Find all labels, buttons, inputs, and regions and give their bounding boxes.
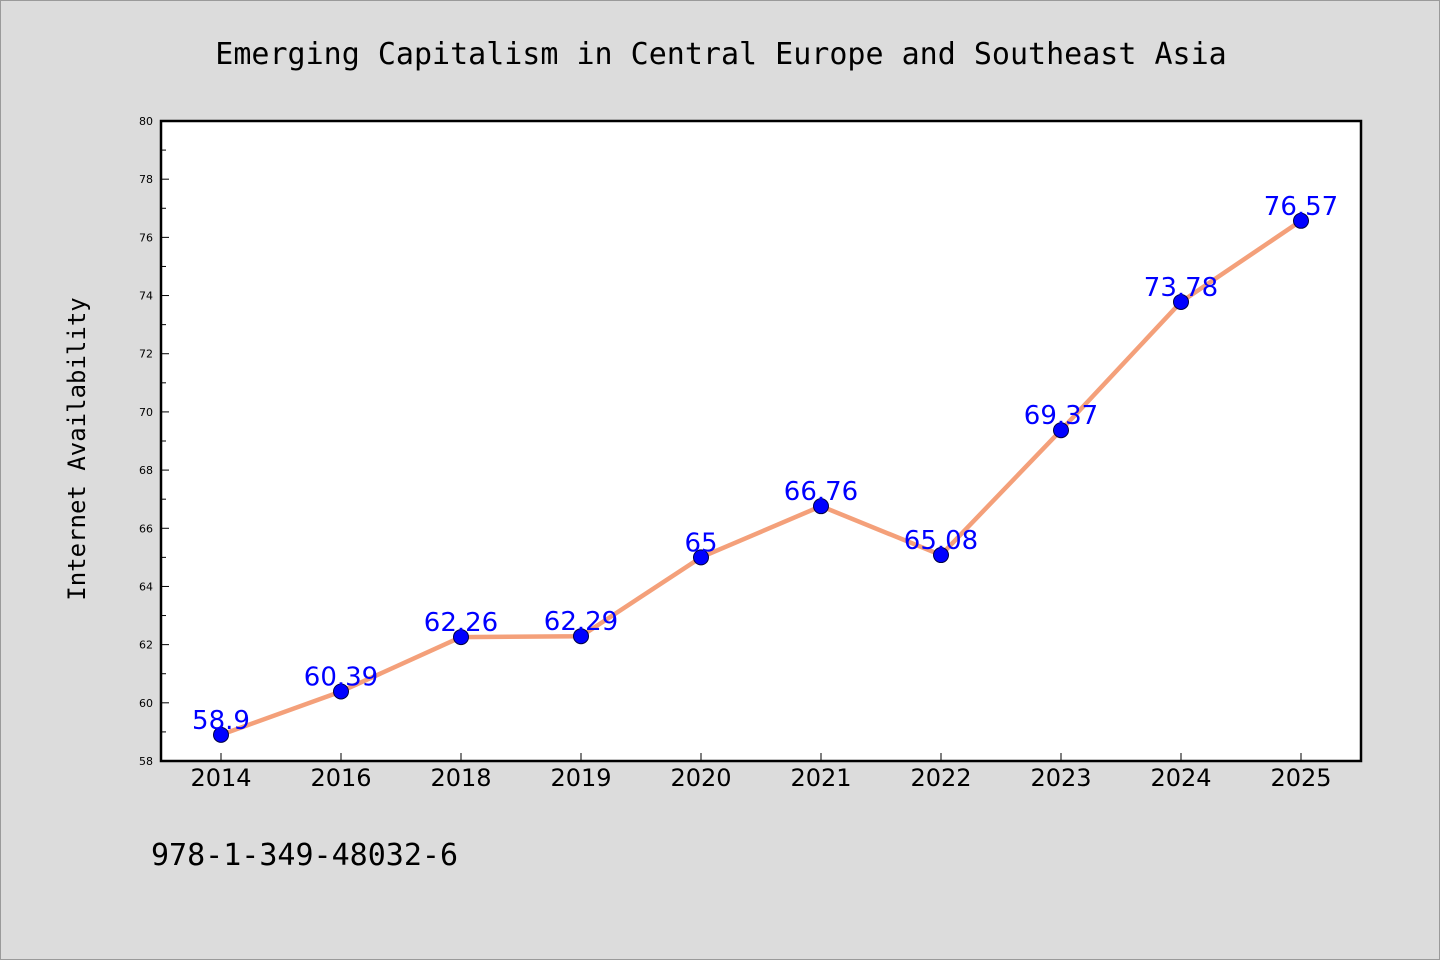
data-point: [1173, 293, 1189, 310]
y-tick-label: 62: [139, 639, 153, 652]
chart-title: Emerging Capitalism in Central Europe an…: [215, 37, 1226, 72]
data-point: [933, 547, 949, 564]
y-tick-label: 70: [139, 406, 153, 419]
x-tick-label: 2022: [910, 764, 971, 792]
x-axis-ticks: 2014 2016 2018 2019 2020 2021 2022 2023 2024 2025: [190, 753, 1332, 792]
x-tick-label: 2024: [1150, 764, 1211, 792]
data-label: 60.39: [304, 662, 378, 692]
y-tick-label: 60: [139, 697, 153, 710]
data-label: 76.57: [1264, 192, 1338, 222]
data-label: 62.29: [544, 607, 618, 637]
data-point: [573, 628, 589, 645]
data-labels: 58.9 60.39 62.26 62.29 65 66.76 65.08 69.37 73.7…: [192, 192, 1338, 736]
x-tick-label: 2014: [190, 764, 251, 792]
y-tick-label: 76: [139, 231, 153, 244]
data-label: 58.9: [192, 706, 250, 736]
y-tick-label: 58: [139, 755, 153, 768]
data-label: 65.08: [904, 526, 978, 556]
data-point: [333, 683, 349, 700]
x-tick-label: 2019: [550, 764, 611, 792]
y-tick-label: 74: [139, 290, 153, 303]
data-point: [1053, 422, 1069, 439]
data-point: [213, 726, 229, 743]
data-point: [813, 498, 829, 515]
y-axis-ticks: 58 60 62 64 66 68 70 72 74 76 78 80: [139, 115, 169, 768]
data-point: [453, 629, 469, 646]
isbn-label: 978-1-349-48032-6: [151, 838, 458, 873]
data-label: 62.26: [424, 608, 498, 638]
x-tick-label: 2021: [790, 764, 851, 792]
data-label: 69.37: [1024, 401, 1098, 431]
y-tick-label: 68: [139, 464, 153, 477]
series-line-group: [218, 218, 1304, 738]
data-point: [1293, 212, 1309, 229]
y-tick-label: 78: [139, 173, 153, 186]
x-tick-label: 2018: [430, 764, 491, 792]
series-line: [218, 218, 1304, 738]
y-axis-label: Internet Availability: [63, 297, 91, 600]
data-markers: [213, 212, 1309, 743]
data-label: 73.78: [1144, 273, 1218, 303]
x-tick-label: 2016: [310, 764, 371, 792]
x-tick-label: 2020: [670, 764, 731, 792]
x-tick-label: 2023: [1030, 764, 1091, 792]
data-point: [693, 549, 709, 566]
y-tick-label: 66: [139, 522, 153, 535]
plot-area: [159, 119, 1363, 763]
data-label: 66.76: [784, 477, 858, 507]
x-tick-label: 2025: [1270, 764, 1331, 792]
y-tick-label: 80: [139, 115, 153, 128]
data-label: 65: [684, 528, 717, 558]
y-tick-label: 72: [139, 348, 153, 361]
y-tick-label: 64: [139, 580, 153, 593]
